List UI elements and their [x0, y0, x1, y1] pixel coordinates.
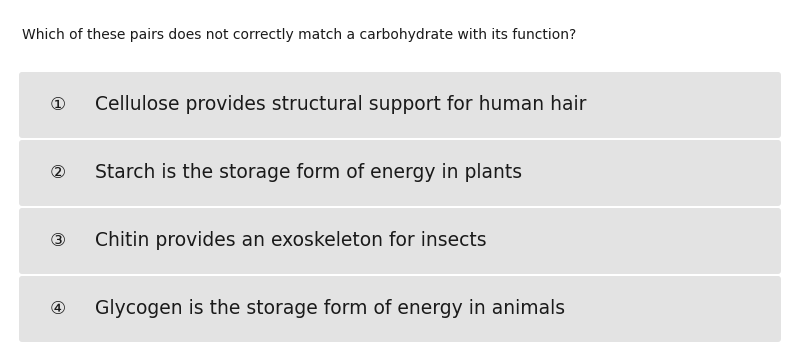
Text: Which of these pairs does not correctly match a carbohydrate with its function?: Which of these pairs does not correctly … — [22, 28, 576, 42]
FancyBboxPatch shape — [19, 140, 781, 206]
Text: ④: ④ — [50, 300, 66, 318]
FancyBboxPatch shape — [19, 208, 781, 274]
Text: ③: ③ — [50, 232, 66, 250]
Text: Glycogen is the storage form of energy in animals: Glycogen is the storage form of energy i… — [95, 299, 565, 318]
Text: Starch is the storage form of energy in plants: Starch is the storage form of energy in … — [95, 164, 522, 183]
Text: ①: ① — [50, 96, 66, 114]
Text: Chitin provides an exoskeleton for insects: Chitin provides an exoskeleton for insec… — [95, 232, 486, 251]
Text: Cellulose provides structural support for human hair: Cellulose provides structural support fo… — [95, 95, 586, 114]
FancyBboxPatch shape — [19, 72, 781, 138]
FancyBboxPatch shape — [19, 276, 781, 342]
Text: ②: ② — [50, 164, 66, 182]
